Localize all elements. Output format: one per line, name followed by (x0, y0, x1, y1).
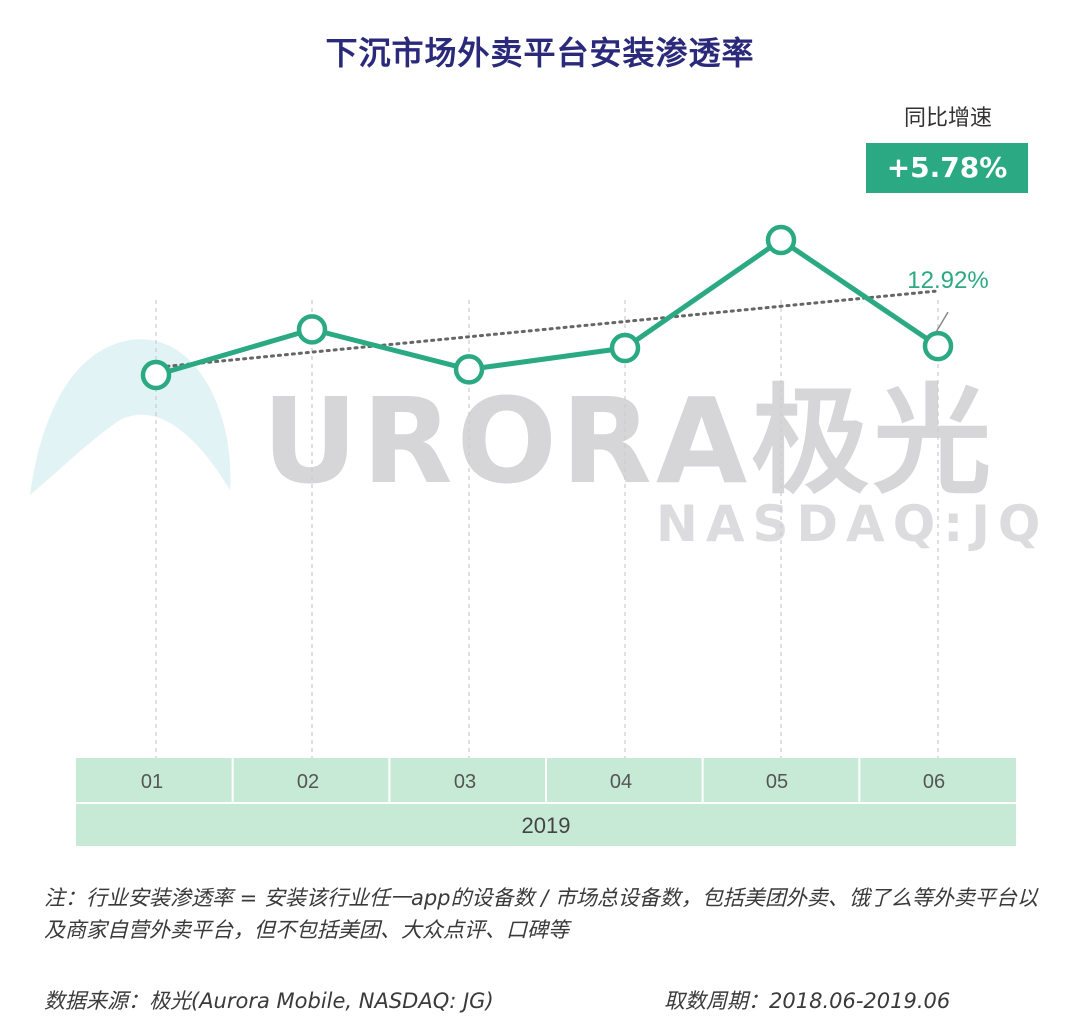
trend-line (158, 289, 937, 369)
watermark-logo-text: URORA极光 (262, 372, 996, 510)
growth-label: 同比增速 (903, 106, 992, 131)
data-point-05 (765, 224, 797, 256)
data-point-04 (609, 332, 641, 364)
x-tick-label-05: 05 (766, 771, 788, 793)
line-chart: 12.92% 01 02 03 04 05 06 2019 (30, 224, 1016, 846)
annotation-label: 12.92% (907, 267, 988, 294)
year-label: 2019 (522, 813, 571, 838)
x-tick-label-02: 02 (297, 771, 319, 793)
year-band (76, 804, 1016, 846)
watermark-subtext: NASDAQ:JQ (656, 495, 1049, 553)
x-tick-label-06: 06 (923, 771, 945, 793)
series-line (155, 237, 940, 378)
data-point-03 (453, 354, 485, 385)
growth-badge: +5.78% (866, 143, 1028, 193)
watermark-swoosh-icon (30, 339, 231, 495)
data-point-02 (296, 314, 328, 345)
data-period: 取数周期：2018.06-2019.06 (664, 989, 951, 1013)
x-tick-label-01: 01 (141, 771, 163, 793)
annotation-leader (935, 311, 949, 333)
footnote: 注：行业安装渗透率 = 安装该行业任一app的设备数 / 市场总设备数，包括美团… (44, 886, 1038, 942)
chart-title: 下沉市场外卖平台安装渗透率 (325, 34, 755, 72)
x-tick-label-03: 03 (454, 771, 476, 793)
x-tick-label-04: 04 (610, 771, 632, 793)
data-point-06 (922, 330, 954, 362)
data-point-01 (140, 359, 172, 391)
data-source: 数据来源：极光(Aurora Mobile, NASDAQ: JG) (44, 989, 494, 1013)
